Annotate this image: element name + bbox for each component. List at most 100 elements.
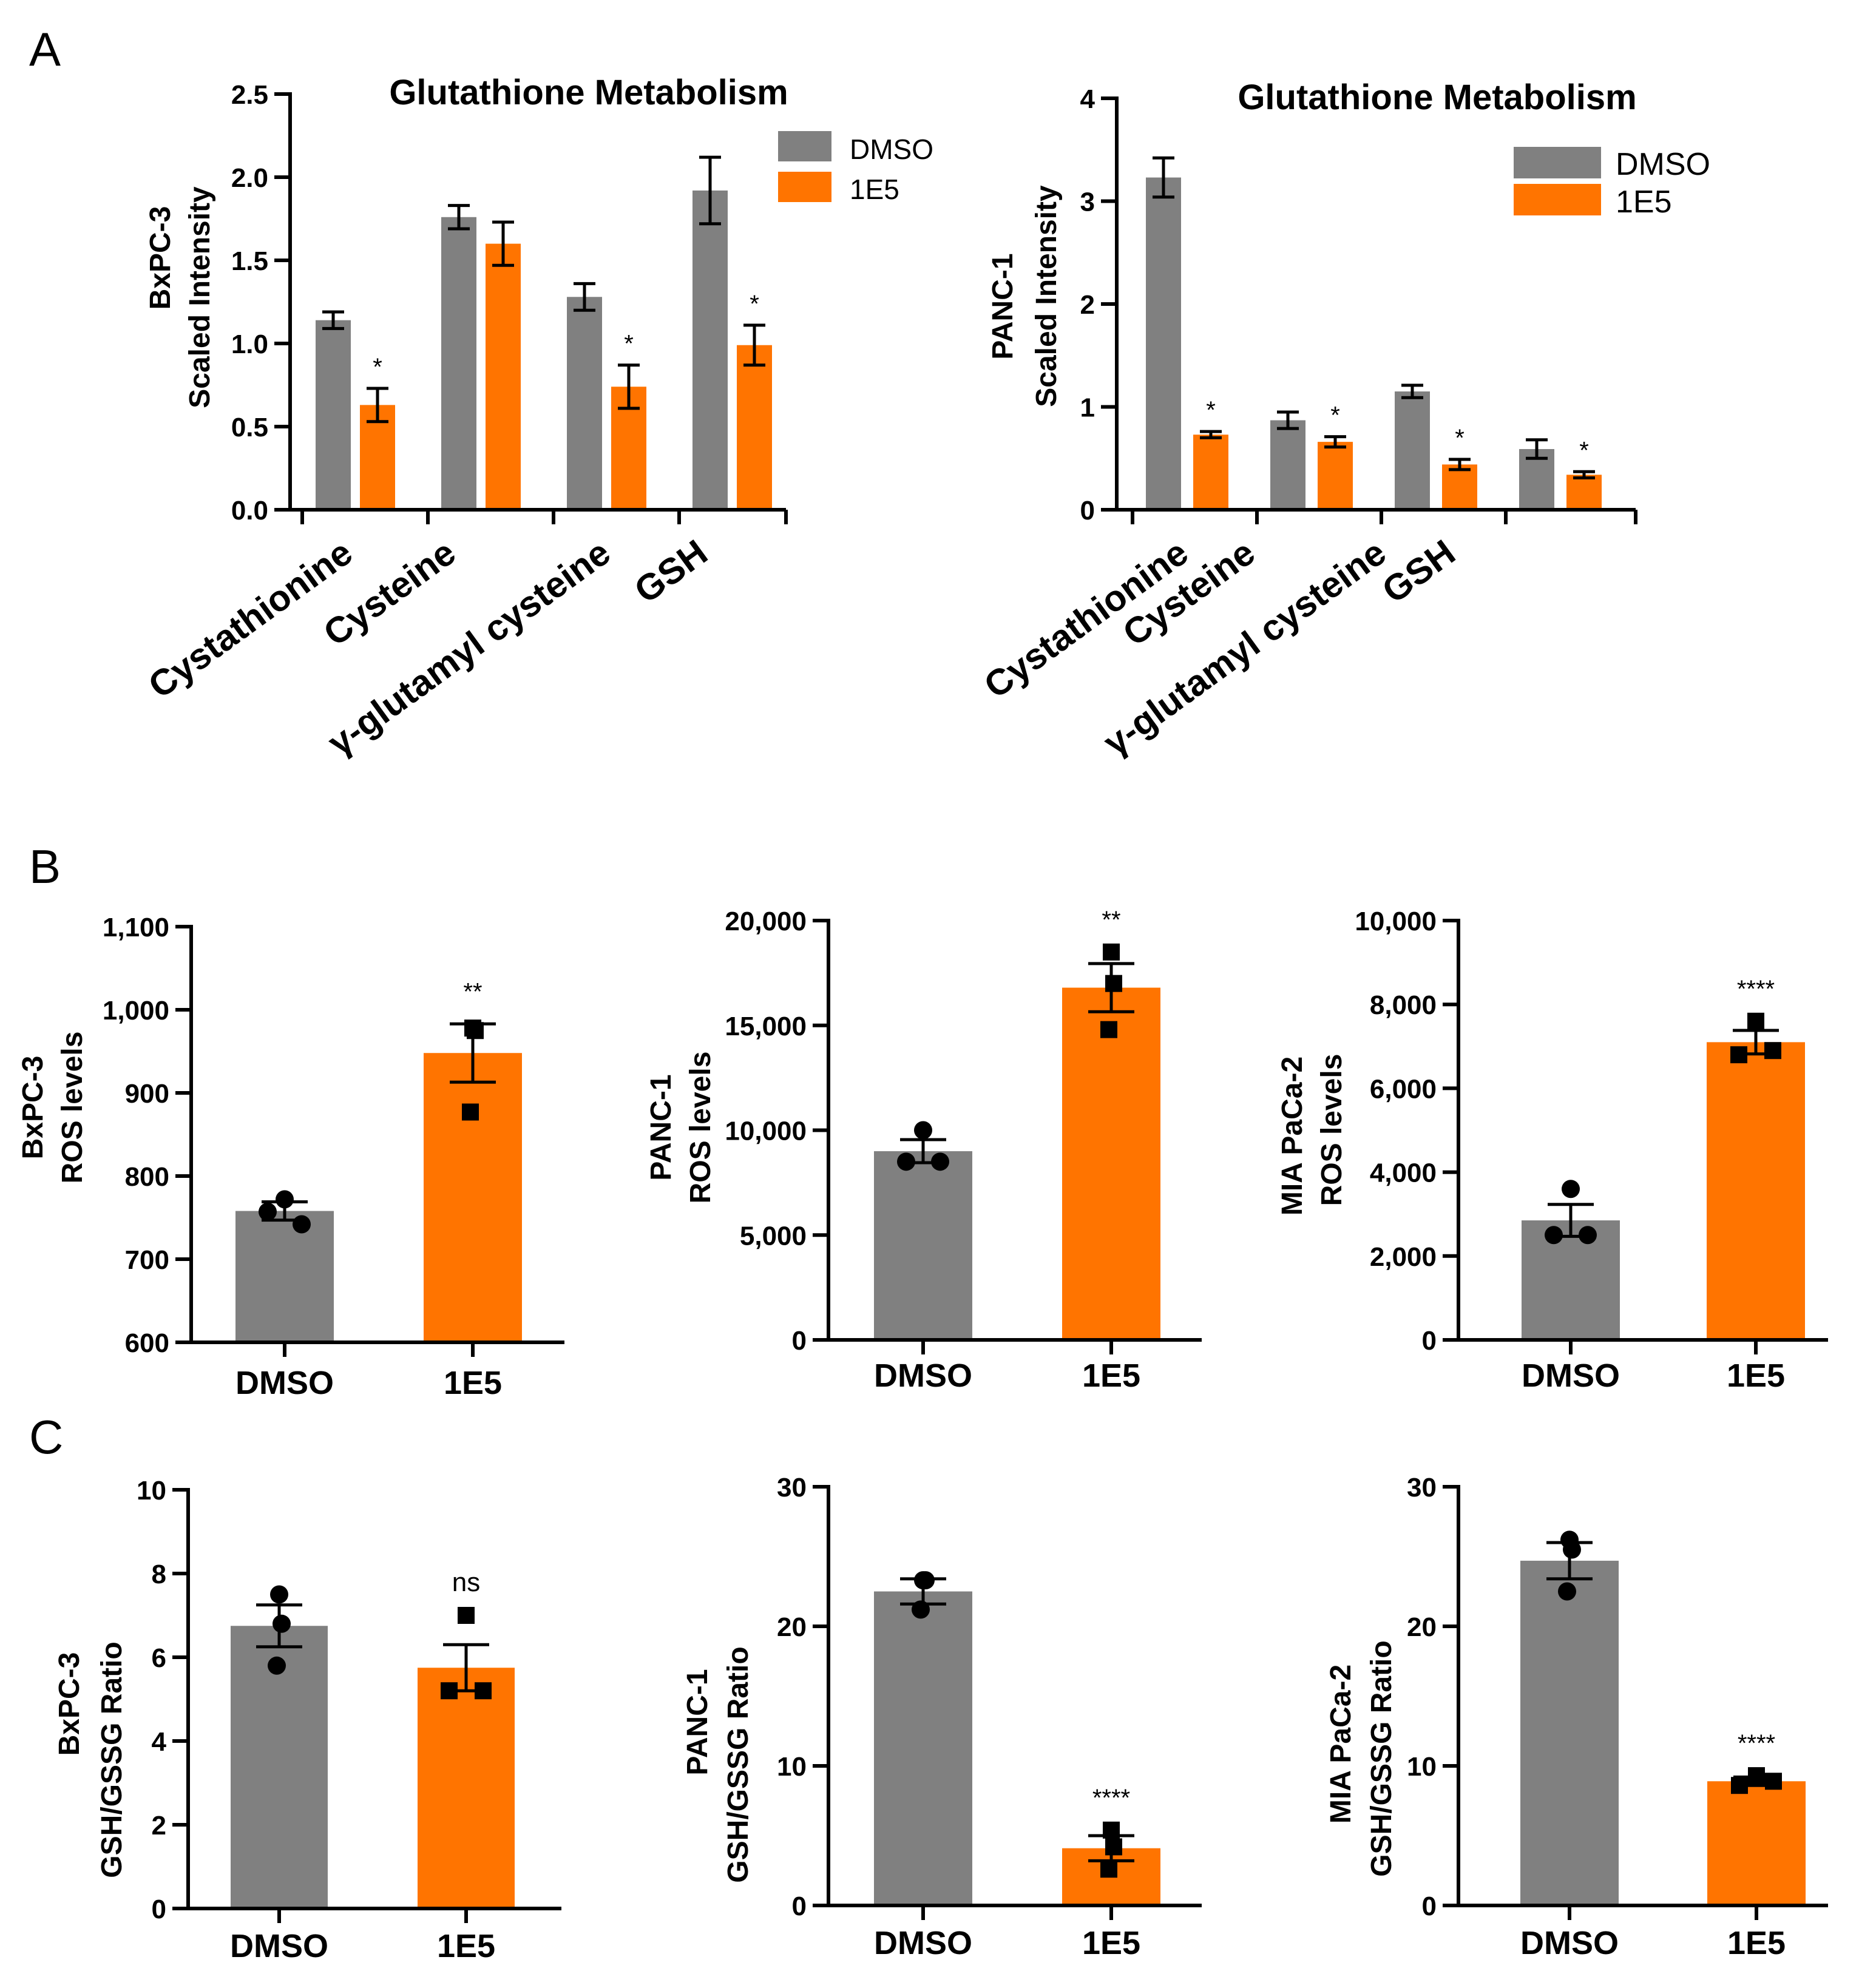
b1-ytick-label: 1,100: [103, 913, 169, 942]
b2-point-dmso: [914, 1121, 932, 1140]
c2-ylabel-line1: PANC-1: [682, 1669, 714, 1775]
b2-ytick-label: 10,000: [725, 1117, 807, 1146]
c1-ytick-label: 0: [152, 1895, 166, 1924]
b3-point-dmso: [1562, 1180, 1580, 1198]
b1-ytick-label: 900: [125, 1079, 169, 1109]
a2-bar-dmso-cysteine: [1270, 420, 1305, 510]
b1-ylabel-line2: ROS levels: [56, 1032, 89, 1184]
c3-bar-1e5: [1707, 1781, 1806, 1905]
b1-bar-1e5: [424, 1053, 522, 1342]
b1-point-dmso: [259, 1202, 277, 1221]
a1-errorbar-1e5-gsh: [743, 323, 765, 367]
c3-errorbars: [1546, 1541, 1779, 1920]
a2-errorbar-dmso-gsh: [1526, 438, 1548, 460]
b3-ytick-label: 10,000: [1355, 907, 1437, 936]
a2-bar-1e5-glutamyl-cysteine: [1442, 464, 1477, 510]
b2-ytick-label: 5,000: [740, 1221, 807, 1251]
b2-ylabel-line1: PANC-1: [645, 1074, 677, 1180]
a1-sig-labels: * * *: [373, 291, 759, 380]
a2-legend-label-dmso: DMSO: [1616, 147, 1710, 182]
c3-point-dmso: [1558, 1582, 1576, 1601]
a2-legend-swatch-dmso: [1514, 147, 1601, 178]
c3-yticks: 0 10 20 30: [1407, 1473, 1458, 1921]
a1-sig-label-cystathionine: *: [373, 354, 382, 380]
b3-point-1e5: [1764, 1042, 1781, 1060]
a2-sig-label-cysteine: *: [1330, 402, 1340, 429]
a1-ytick-label: 1.0: [231, 330, 268, 359]
a2-sig-label-cystathionine: *: [1206, 397, 1216, 424]
c3-ytick-label: 30: [1407, 1473, 1437, 1503]
b1-ylabel-line1: BxPC-3: [17, 1056, 49, 1160]
a2-bar-1e5-cystathionine: [1193, 434, 1228, 510]
c1-sig-labels: ns: [452, 1567, 480, 1597]
a2-title: Glutathione Metabolism: [1238, 78, 1636, 117]
b3-bar-1e5: [1707, 1042, 1805, 1340]
b1-errorbar-1e5: [450, 1022, 496, 1084]
c1-errorbar-1e5: [443, 1643, 489, 1692]
b1-point-1e5: [462, 1103, 479, 1121]
a2-ylabel-line2: Scaled Intensity: [1031, 185, 1063, 407]
b3-sig-labels: ****: [1737, 976, 1775, 1002]
b2-bar-dmso: [874, 1151, 972, 1340]
b2-ytick-label: 0: [792, 1326, 807, 1356]
b2-point-1e5: [1103, 943, 1120, 961]
c3-point-dmso: [1563, 1540, 1581, 1559]
a2-ylabel-line1: PANC-1: [987, 253, 1019, 359]
c2-point-1e5: [1105, 1838, 1122, 1856]
a2-bar-dmso-cystathionine: [1146, 177, 1181, 510]
a1-ytick-label: 1.5: [231, 246, 268, 276]
c1-ytick-label: 8: [152, 1560, 166, 1589]
a2-legend-swatch-1e5: [1514, 184, 1601, 215]
c2-category-label-dmso: DMSO: [874, 1925, 972, 1961]
c3-ytick-label: 10: [1407, 1752, 1437, 1782]
c2-ytick-label: 20: [777, 1612, 807, 1642]
b3-category-label-1e5: 1E5: [1727, 1357, 1785, 1394]
a2-ytick-label: 4: [1080, 84, 1095, 114]
c2-errorbar-dmso: [900, 1577, 946, 1606]
chart-c2-panc1-gsh-gssg: 0 10 20 30 **** DMSO 1E5 PANC-1 GSH/GSSG Rat…: [682, 1473, 1202, 1961]
b1-category-labels: DMSO 1E5: [235, 1365, 502, 1401]
a1-errorbars: [300, 155, 788, 524]
b1-category-label-dmso: DMSO: [235, 1365, 334, 1401]
c2-ytick-label: 0: [792, 1892, 807, 1921]
a1-sig-label-glutamyl-cysteine: *: [624, 331, 634, 357]
b2-ylabel-line2: ROS levels: [685, 1052, 717, 1204]
a2-errorbar-dmso-glutamyl-cysteine: [1401, 384, 1423, 399]
c1-yticks: 0 2 4 6 8 10: [137, 1476, 188, 1924]
c2-ytick-label: 10: [777, 1752, 807, 1782]
b3-ytick-label: 0: [1422, 1326, 1437, 1356]
a1-ylabel-line1: BxPC-3: [144, 206, 177, 310]
b2-sig-label-1e5: **: [1102, 907, 1120, 933]
b3-category-label-dmso: DMSO: [1522, 1357, 1620, 1394]
c2-bar-dmso: [874, 1591, 972, 1905]
a2-ytick-label: 0: [1080, 496, 1095, 526]
a1-category-label: GSH: [627, 532, 715, 611]
b2-errorbar-1e5: [1088, 962, 1134, 1013]
a1-bar-dmso-cysteine: [441, 217, 476, 510]
b3-ytick-label: 4,000: [1370, 1158, 1437, 1188]
b2-ytick-label: 20,000: [725, 907, 807, 936]
a2-errorbar-1e5-gsh: [1573, 470, 1595, 479]
b1-point-dmso: [276, 1190, 294, 1209]
a2-errorbar-1e5-cysteine: [1324, 435, 1346, 449]
b3-bar-dmso: [1522, 1220, 1620, 1340]
chart-a2-panc1-glutathione: 0 1 2 3 4 * * * * CystathionineCysteineγ-glutam…: [977, 78, 1710, 763]
a2-sig-label-gsh: *: [1579, 437, 1589, 464]
a2-ytick-label: 3: [1080, 188, 1095, 217]
chart-b3-miapaca2-ros: 0 2,000 4,000 6,000 8,000 10,000 **** DMSO 1E5…: [1276, 907, 1828, 1394]
c3-bars: [1520, 1560, 1806, 1905]
a1-category-label: γ-glutamyl cysteine: [320, 532, 618, 763]
b3-sig-label-1e5: ****: [1737, 976, 1775, 1002]
c2-yticks: 0 10 20 30: [777, 1473, 828, 1921]
c3-errorbar-1e5: [1733, 1775, 1779, 1787]
a2-sig-label-glutamyl-cysteine: *: [1455, 425, 1465, 451]
a2-bar-1e5-cysteine: [1318, 442, 1353, 510]
a2-category-label: GSH: [1375, 532, 1463, 611]
b3-errorbar-1e5: [1733, 1029, 1779, 1056]
a1-legend-label-1e5: 1E5: [850, 174, 899, 205]
a1-errorbar-dmso-cystathionine: [322, 310, 344, 330]
c1-ytick-label: 6: [152, 1643, 166, 1673]
c3-category-label-1e5: 1E5: [1727, 1925, 1786, 1961]
b2-yticks: 0 5,000 10,000 15,000 20,000: [725, 907, 828, 1356]
